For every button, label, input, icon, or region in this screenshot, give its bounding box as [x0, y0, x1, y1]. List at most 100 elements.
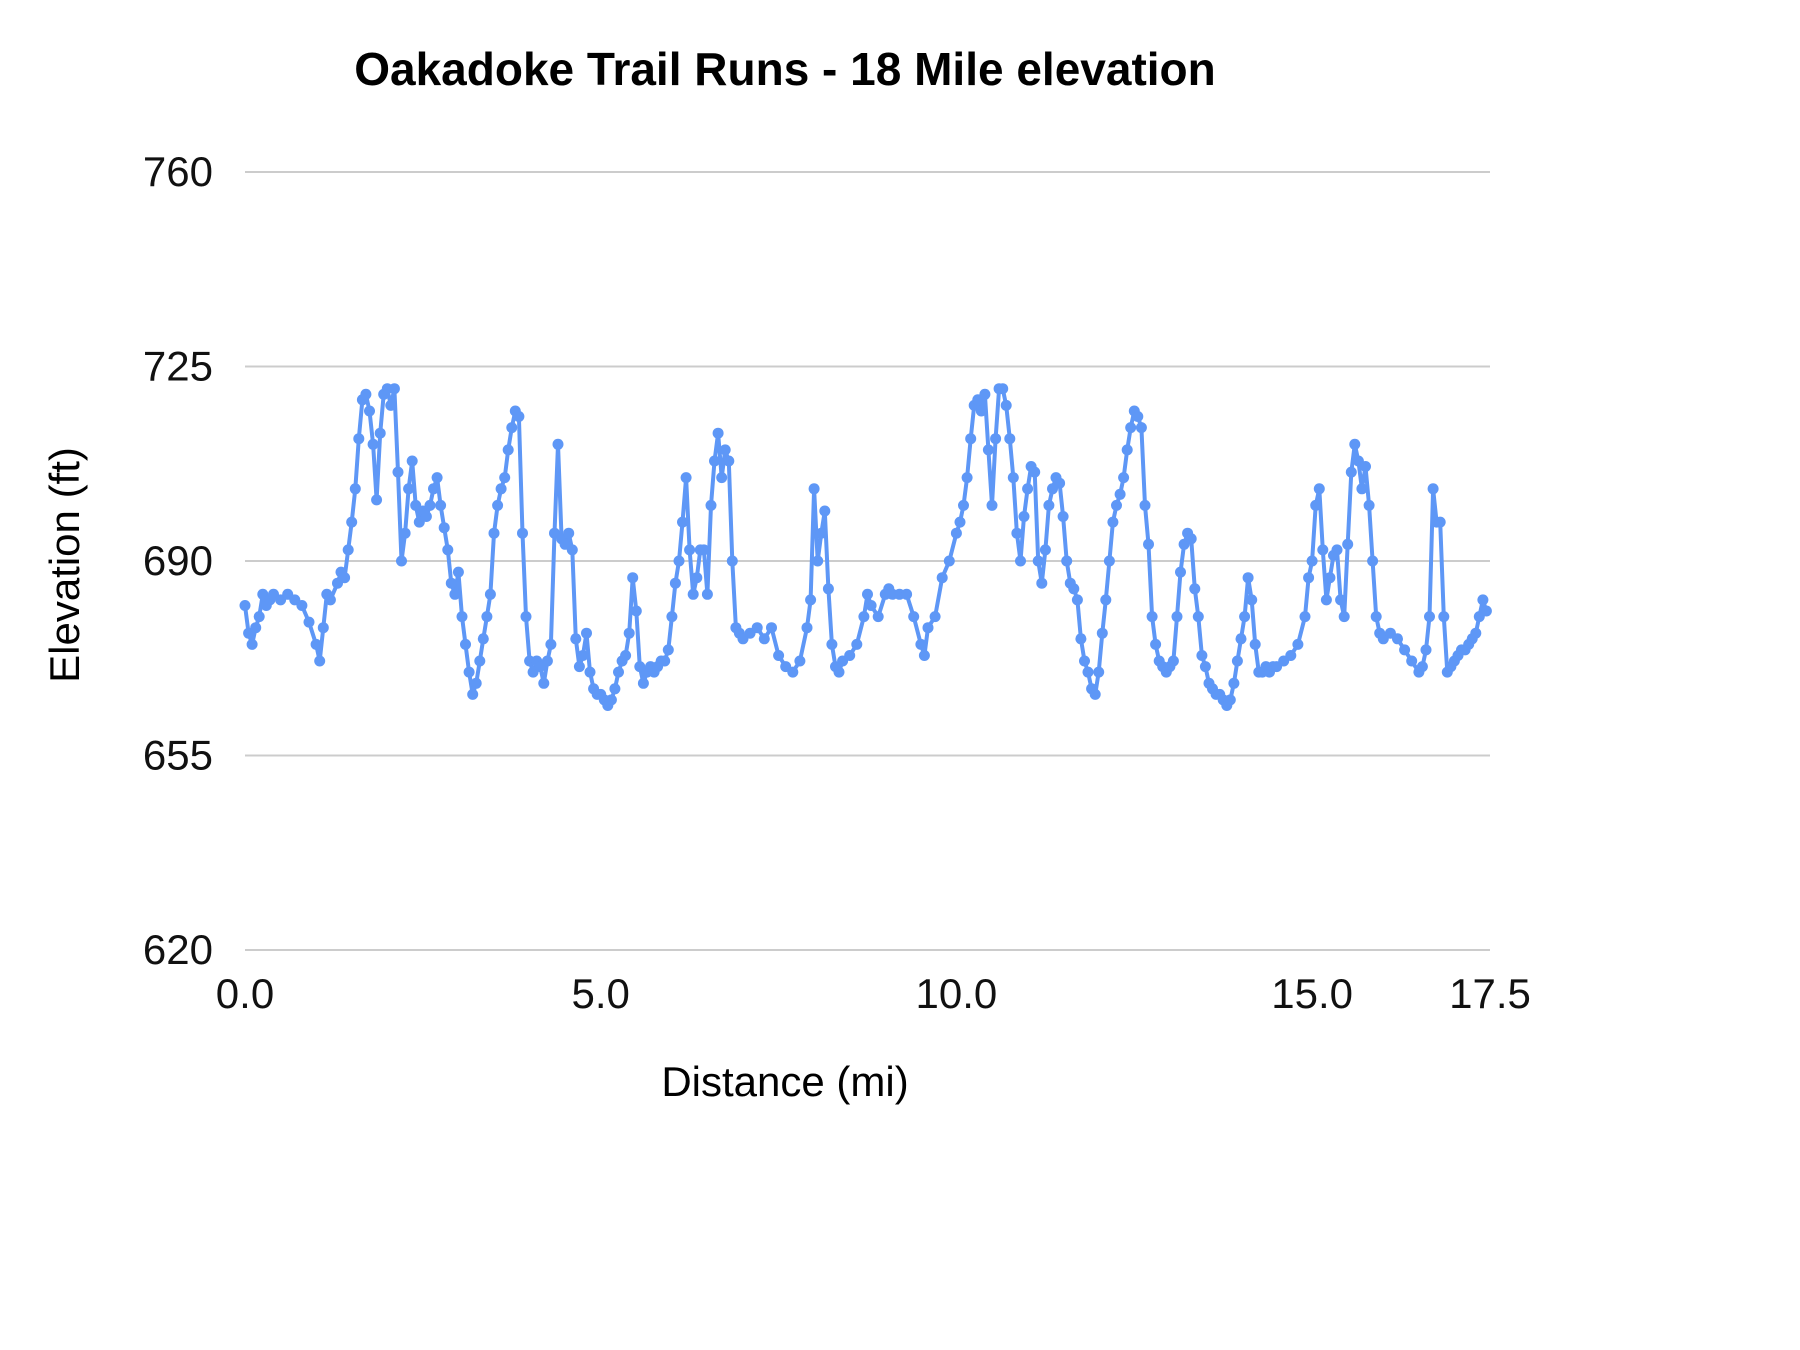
data-point: [342, 544, 354, 556]
data-point: [833, 666, 845, 678]
x-axis-title: Distance (mi): [661, 1058, 909, 1105]
data-point: [1292, 638, 1304, 650]
data-point: [573, 661, 585, 673]
data-point: [1171, 611, 1183, 623]
data-point: [872, 611, 884, 623]
data-point: [1118, 472, 1130, 484]
data-point: [1071, 594, 1083, 606]
data-point: [1000, 399, 1012, 411]
x-tick-label: 10.0: [916, 970, 998, 1017]
data-point: [659, 655, 671, 667]
data-point: [1111, 499, 1122, 511]
data-point: [975, 405, 987, 417]
data-point: [1313, 483, 1325, 495]
y-tick-label: 725: [143, 343, 213, 390]
data-point: [442, 544, 454, 556]
data-point: [495, 483, 507, 495]
data-point: [460, 638, 471, 650]
data-point: [901, 588, 913, 600]
data-point: [908, 611, 920, 623]
data-point: [317, 622, 329, 634]
data-point: [1424, 611, 1435, 623]
data-point: [563, 527, 575, 539]
data-point: [1249, 638, 1261, 650]
data-point: [1224, 694, 1236, 706]
data-point: [691, 572, 703, 584]
data-point: [445, 577, 457, 589]
y-tick-label: 690: [143, 537, 213, 584]
data-point: [1360, 461, 1371, 472]
data-point: [805, 594, 817, 606]
data-point: [1338, 611, 1350, 623]
data-point: [584, 666, 596, 678]
data-point: [1324, 572, 1336, 584]
data-point: [712, 427, 724, 439]
data-point: [467, 688, 479, 700]
data-point: [1228, 677, 1240, 689]
data-point: [943, 555, 955, 567]
data-point: [1079, 655, 1090, 667]
data-point: [499, 472, 511, 484]
data-point: [502, 444, 514, 456]
data-point: [367, 438, 379, 450]
data-point: [1022, 483, 1034, 495]
data-point: [815, 527, 827, 539]
data-point: [1075, 633, 1087, 645]
data-point: [1185, 533, 1197, 545]
data-point: [1470, 627, 1482, 639]
data-point: [751, 622, 763, 634]
data-point: [1057, 511, 1069, 522]
data-point: [613, 666, 624, 678]
data-point: [954, 516, 966, 528]
x-tick-label: 15.0: [1271, 970, 1353, 1017]
data-point: [822, 583, 834, 595]
data-point: [1420, 644, 1432, 656]
data-point: [808, 483, 820, 495]
data-point: [673, 555, 685, 567]
data-point: [470, 677, 482, 689]
data-point: [1349, 438, 1361, 450]
data-point: [1235, 633, 1247, 645]
data-point: [1306, 555, 1318, 567]
data-point: [1054, 477, 1066, 489]
data-point: [310, 638, 322, 650]
data-point: [1480, 605, 1492, 617]
data-point: [758, 633, 770, 645]
data-point: [1114, 488, 1126, 500]
data-point: [513, 411, 525, 422]
data-point: [492, 499, 504, 511]
data-point: [990, 433, 1002, 445]
data-point: [517, 527, 528, 539]
data-point: [239, 600, 251, 611]
data-point: [1367, 555, 1379, 567]
data-point: [623, 627, 635, 639]
data-point: [812, 555, 824, 567]
data-point: [1434, 516, 1446, 528]
y-tick-label: 760: [143, 148, 213, 195]
data-point: [726, 555, 738, 567]
data-point: [374, 427, 386, 439]
data-point: [1399, 644, 1411, 656]
data-point: [545, 638, 557, 650]
data-point: [680, 472, 692, 484]
data-point: [1082, 666, 1094, 678]
data-point: [403, 483, 415, 495]
data-point: [1007, 472, 1019, 484]
data-point: [1103, 555, 1115, 567]
data-point: [1018, 511, 1030, 522]
data-point: [1392, 633, 1403, 645]
data-point: [1246, 594, 1258, 606]
data-point: [438, 522, 450, 534]
data-point: [701, 588, 713, 600]
data-point: [1100, 594, 1112, 606]
data-point: [1029, 466, 1041, 478]
data-point: [371, 494, 383, 506]
data-point: [246, 638, 258, 650]
data-point: [1107, 516, 1119, 528]
elevation-line: [243, 386, 1489, 708]
data-point: [1150, 638, 1162, 650]
data-point: [1121, 444, 1133, 456]
data-point: [961, 472, 973, 484]
